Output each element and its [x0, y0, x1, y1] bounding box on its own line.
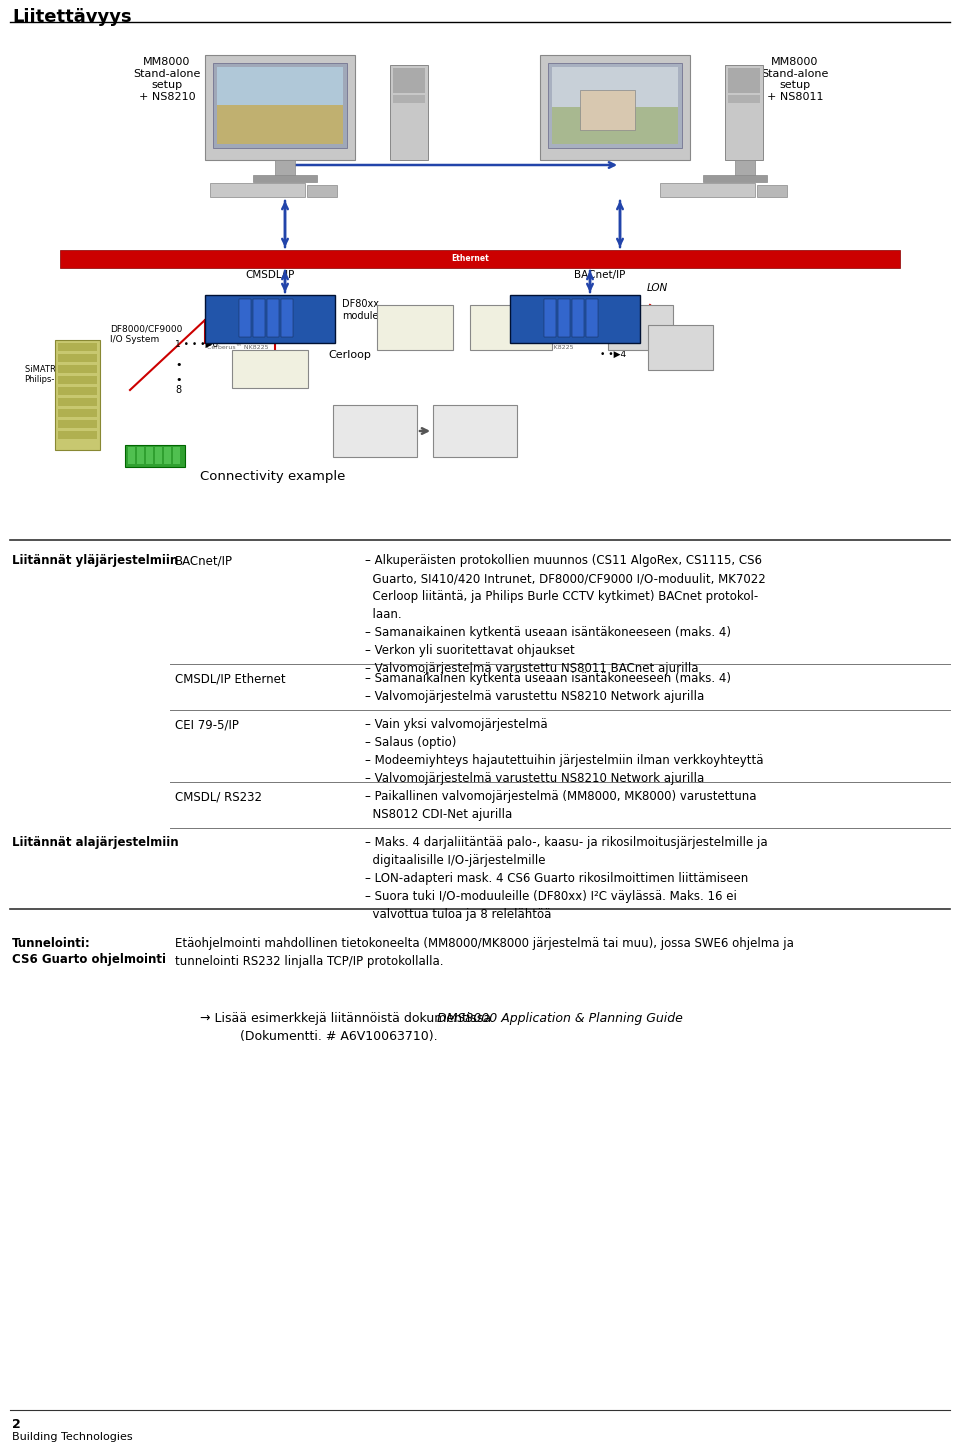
Text: DF8000/CF9000
I/O System: DF8000/CF9000 I/O System	[110, 325, 182, 344]
Text: Etäohjelmointi mahdollinen tietokoneelta (MM8000/MK8000 järjestelmä tai muu), jo: Etäohjelmointi mahdollinen tietokoneelta…	[175, 936, 794, 968]
Text: 2: 2	[12, 1418, 21, 1431]
Text: Liitettävyys: Liitettävyys	[12, 9, 132, 26]
Bar	[586, 299, 598, 337]
Text: LON: LON	[647, 283, 668, 293]
Bar	[267, 299, 279, 337]
Text: – Maks. 4 darjaliitäntää palo-, kaasu- ja rikosilmoitusjärjestelmille ja
  digit: – Maks. 4 darjaliitäntää palo-, kaasu- j…	[365, 837, 768, 920]
Text: CMSDL/IP Ethernet: CMSDL/IP Ethernet	[175, 672, 286, 685]
Bar	[58, 354, 97, 363]
Text: DF80xx
modules: DF80xx modules	[342, 299, 384, 321]
Bar	[544, 299, 556, 337]
Text: BACnet/IP: BACnet/IP	[574, 270, 626, 280]
Bar	[393, 95, 425, 103]
Bar	[660, 184, 755, 197]
Bar	[137, 447, 144, 464]
Text: Tunnelointi:: Tunnelointi:	[12, 936, 91, 949]
Text: → Lisää esimerkkejä liitännöistä dokumentissa: → Lisää esimerkkejä liitännöistä dokumen…	[200, 1011, 495, 1025]
Bar	[725, 65, 763, 160]
Text: CS6: CS6	[630, 315, 650, 325]
Bar	[703, 175, 767, 182]
Text: MK7022: MK7022	[249, 360, 291, 370]
Bar	[210, 184, 305, 197]
Bar	[333, 405, 417, 457]
Bar	[510, 295, 640, 342]
Bar	[433, 405, 517, 457]
Bar	[393, 68, 425, 92]
Bar	[125, 445, 185, 467]
Text: – Vain yksi valvomojärjestelmä
– Salaus (optio)
– Modeemiyhteys hajautettuihin j: – Vain yksi valvomojärjestelmä – Salaus …	[365, 718, 763, 785]
Bar	[735, 160, 755, 178]
Text: 1: 1	[600, 311, 606, 319]
Bar	[155, 447, 162, 464]
Bar	[217, 105, 343, 144]
Bar	[58, 420, 97, 428]
Text: •: •	[600, 338, 607, 348]
Bar	[552, 66, 678, 144]
Text: Liitännät yläjärjestelmiin: Liitännät yläjärjestelmiin	[12, 553, 179, 566]
Bar	[540, 55, 690, 160]
Bar	[552, 107, 678, 144]
Bar	[572, 299, 584, 337]
Text: (Dokumentti. # A6V10063710).: (Dokumentti. # A6V10063710).	[240, 1030, 438, 1043]
Text: SI410: SI410	[400, 316, 430, 327]
Bar	[307, 185, 337, 197]
Bar	[213, 64, 347, 147]
Text: MM8000
Stand-alone
setup
+ NS8210: MM8000 Stand-alone setup + NS8210	[133, 56, 201, 101]
Bar	[60, 250, 900, 267]
Bar	[205, 55, 355, 160]
Bar	[275, 160, 295, 178]
Text: Guarto: Guarto	[624, 328, 656, 337]
Bar	[58, 342, 97, 351]
Text: Connectivity example: Connectivity example	[200, 470, 346, 483]
Bar	[558, 299, 570, 337]
Text: CS6: CS6	[670, 335, 690, 345]
Bar	[217, 66, 343, 105]
Bar	[580, 90, 635, 130]
Bar	[232, 350, 308, 389]
Bar	[728, 68, 760, 92]
Bar	[253, 299, 265, 337]
Text: AlgoRex: AlgoRex	[355, 432, 395, 442]
Bar	[648, 325, 713, 370]
Text: DMS8000 Application & Planning Guide: DMS8000 Application & Planning Guide	[437, 1011, 683, 1025]
Text: •: •	[175, 376, 181, 384]
Bar	[239, 299, 251, 337]
Text: CS11: CS11	[459, 418, 491, 428]
Bar	[470, 305, 552, 350]
Bar	[173, 447, 180, 464]
Bar	[58, 387, 97, 394]
Text: 8: 8	[175, 384, 181, 394]
Text: Building Technologies: Building Technologies	[12, 1432, 132, 1442]
Text: – Alkuperäisten protokollien muunnos (CS11 AlgoRex, CS1115, CS6
  Guarto, SI410/: – Alkuperäisten protokollien muunnos (CS…	[365, 553, 766, 675]
Text: Cerberus™ NK8225: Cerberus™ NK8225	[207, 345, 269, 350]
Text: – Samanaikainen kytkentä useaan isäntäkoneeseen (maks. 4)
– Valvomojärjestelmä v: – Samanaikainen kytkentä useaan isäntäko…	[365, 672, 731, 704]
Text: NK8225: NK8225	[515, 305, 576, 319]
Bar	[58, 376, 97, 384]
Text: NK8225: NK8225	[209, 305, 271, 319]
Bar	[205, 295, 335, 342]
Text: SiMATRIX or
Philips-Burle: SiMATRIX or Philips-Burle	[24, 366, 76, 384]
Bar	[146, 447, 153, 464]
Text: Ethernet: Ethernet	[451, 254, 489, 263]
Text: • •▶4: • •▶4	[600, 350, 626, 358]
Bar	[58, 366, 97, 373]
Text: •: •	[175, 360, 181, 370]
Text: CS6 Guarto ohjelmointi: CS6 Guarto ohjelmointi	[12, 954, 166, 967]
Bar	[377, 305, 453, 350]
Bar	[757, 185, 787, 197]
Text: 1 • • •▶6: 1 • • •▶6	[175, 340, 218, 350]
Bar	[58, 397, 97, 406]
Bar	[608, 305, 673, 350]
Bar	[217, 66, 343, 144]
Bar	[164, 447, 171, 464]
Bar	[552, 66, 678, 107]
Text: MM8000
Stand-alone
setup
+ NS8011: MM8000 Stand-alone setup + NS8011	[761, 56, 828, 101]
Text: Guarto: Guarto	[664, 348, 696, 357]
Text: CMSDL/ RS232: CMSDL/ RS232	[175, 790, 262, 803]
Bar	[390, 65, 428, 160]
Bar	[281, 299, 293, 337]
Text: Intrunet: Intrunet	[396, 329, 433, 340]
Bar	[55, 340, 100, 449]
Text: CEI 79-5/IP: CEI 79-5/IP	[175, 718, 239, 731]
Bar	[128, 447, 135, 464]
